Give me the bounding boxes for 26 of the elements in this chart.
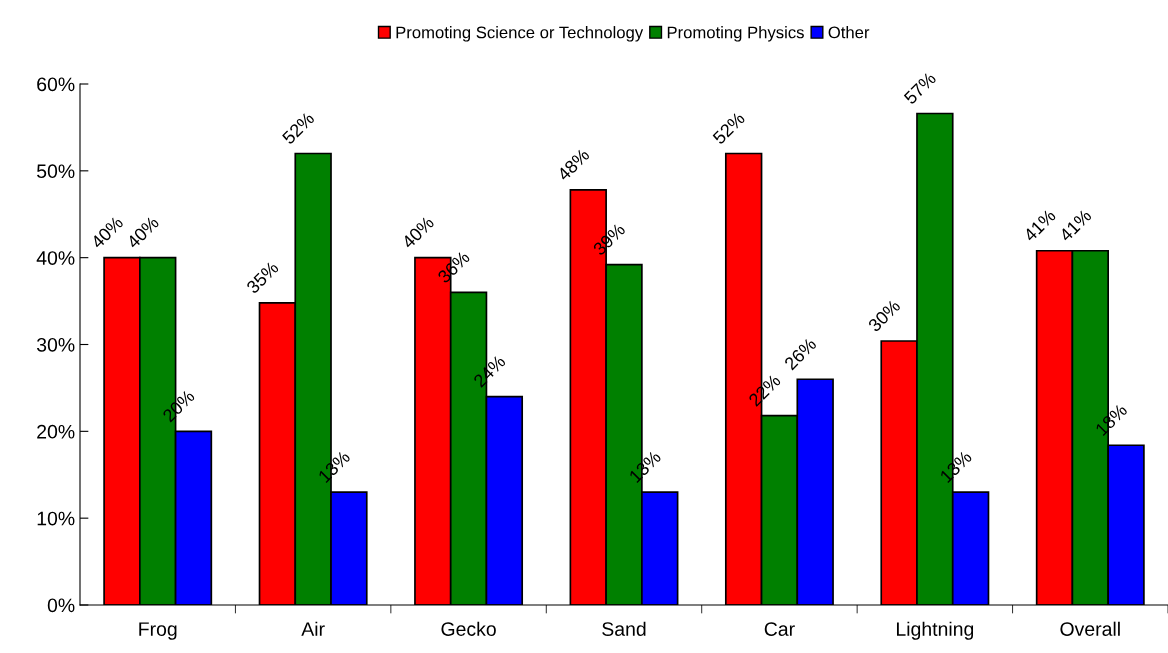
y-tick-label: 40% bbox=[36, 251, 75, 265]
data-label: 35% bbox=[245, 260, 280, 295]
data-label: 40% bbox=[125, 215, 160, 250]
legend-label: Other bbox=[828, 26, 870, 39]
data-label: 30% bbox=[867, 298, 902, 333]
x-tick-label: Air bbox=[301, 621, 325, 636]
x-tick-label: Lightning bbox=[896, 621, 974, 640]
data-label: 48% bbox=[556, 147, 591, 182]
legend-label: Promoting Science or Technology bbox=[396, 26, 644, 42]
y-tick-label: 50% bbox=[37, 164, 75, 179]
y-tick-label: 10% bbox=[37, 511, 75, 526]
y-tick-label: 60% bbox=[37, 77, 75, 92]
x-tick-label: Car bbox=[764, 622, 795, 636]
x-tick-label: Frog bbox=[139, 622, 177, 640]
data-label: 41% bbox=[1022, 208, 1057, 243]
data-label: 40% bbox=[90, 215, 124, 250]
data-label: 40% bbox=[400, 215, 435, 250]
data-label: 41% bbox=[1058, 208, 1093, 243]
x-tick-label: Overall bbox=[1060, 621, 1120, 636]
data-label: 39% bbox=[592, 222, 626, 257]
x-tick-label: Sand bbox=[602, 621, 646, 636]
legend-label: Promoting Physics bbox=[667, 26, 804, 42]
x-tick-label: Gecko bbox=[441, 621, 496, 636]
y-tick-label: 20% bbox=[37, 424, 75, 439]
y-tick-label: 30% bbox=[36, 337, 75, 352]
y-tick-label: 0% bbox=[47, 598, 75, 613]
